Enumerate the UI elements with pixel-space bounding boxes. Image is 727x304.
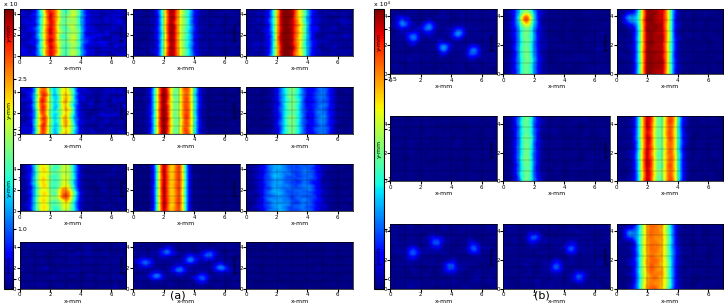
Y-axis label: y-mm: y-mm (7, 24, 12, 42)
Text: x 10: x 10 (4, 2, 17, 7)
X-axis label: x-mm: x-mm (177, 66, 196, 71)
X-axis label: x-mm: x-mm (547, 191, 566, 196)
X-axis label: x-mm: x-mm (291, 66, 309, 71)
Y-axis label: y-mm: y-mm (7, 101, 12, 119)
Y-axis label: y-mm: y-mm (233, 256, 238, 274)
X-axis label: x-mm: x-mm (177, 299, 196, 304)
X-axis label: x-mm: x-mm (661, 299, 679, 304)
Text: (b): (b) (534, 291, 550, 301)
X-axis label: x-mm: x-mm (177, 143, 196, 149)
X-axis label: x-mm: x-mm (547, 84, 566, 89)
X-axis label: x-mm: x-mm (547, 299, 566, 304)
Y-axis label: y-mm: y-mm (233, 179, 238, 197)
Y-axis label: y-mm: y-mm (377, 140, 382, 158)
X-axis label: x-mm: x-mm (291, 299, 309, 304)
Y-axis label: y-mm: y-mm (233, 101, 238, 119)
X-axis label: x-mm: x-mm (177, 221, 196, 226)
Y-axis label: y-mm: y-mm (120, 101, 125, 119)
Y-axis label: y-mm: y-mm (603, 140, 608, 158)
Y-axis label: y-mm: y-mm (603, 33, 608, 51)
Y-axis label: y-mm: y-mm (603, 247, 608, 265)
Y-axis label: y-mm: y-mm (120, 256, 125, 274)
X-axis label: x-mm: x-mm (64, 299, 82, 304)
Text: x 10⁴: x 10⁴ (374, 2, 390, 7)
X-axis label: x-mm: x-mm (64, 143, 82, 149)
X-axis label: x-mm: x-mm (291, 143, 309, 149)
X-axis label: x-mm: x-mm (435, 191, 453, 196)
Y-axis label: y-mm: y-mm (120, 179, 125, 197)
Y-axis label: y-mm: y-mm (377, 247, 382, 265)
X-axis label: x-mm: x-mm (64, 66, 82, 71)
Y-axis label: y-mm: y-mm (7, 179, 12, 197)
Y-axis label: y-mm: y-mm (490, 33, 495, 51)
Y-axis label: y-mm: y-mm (490, 140, 495, 158)
X-axis label: x-mm: x-mm (661, 191, 679, 196)
X-axis label: x-mm: x-mm (435, 84, 453, 89)
X-axis label: x-mm: x-mm (661, 84, 679, 89)
X-axis label: x-mm: x-mm (435, 299, 453, 304)
Y-axis label: y-mm: y-mm (233, 24, 238, 42)
Y-axis label: y-mm: y-mm (490, 247, 495, 265)
X-axis label: x-mm: x-mm (64, 221, 82, 226)
Y-axis label: y-mm: y-mm (120, 24, 125, 42)
Y-axis label: y-mm: y-mm (377, 33, 382, 51)
Text: (a): (a) (170, 291, 186, 301)
X-axis label: x-mm: x-mm (291, 221, 309, 226)
Y-axis label: y-mm: y-mm (7, 256, 12, 274)
